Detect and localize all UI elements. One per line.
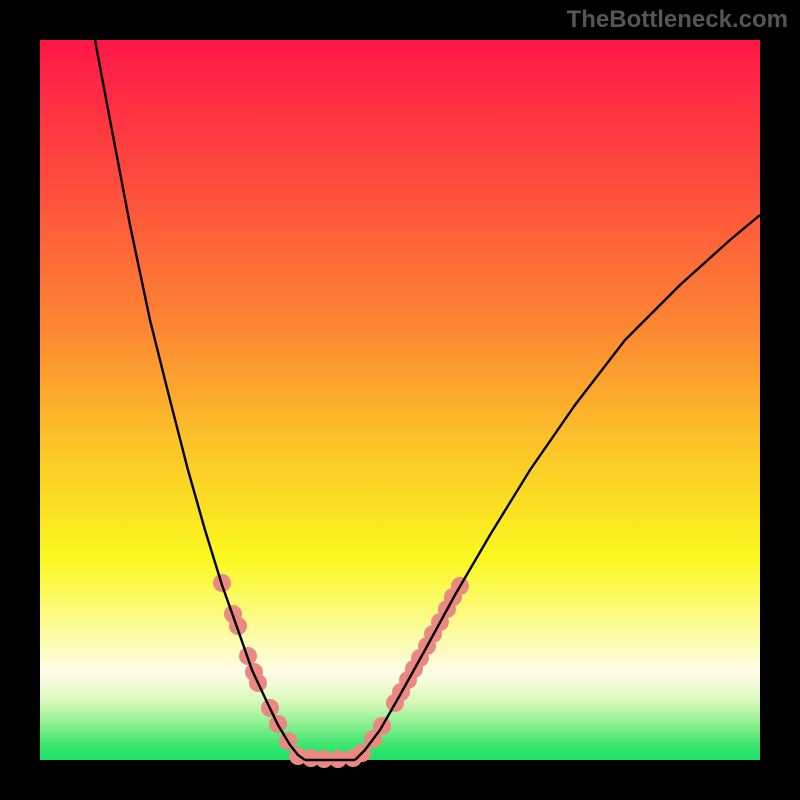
chart-canvas: TheBottleneck.com xyxy=(0,0,800,800)
plot-background xyxy=(40,40,760,760)
chart-svg xyxy=(0,0,800,800)
watermark-text: TheBottleneck.com xyxy=(567,6,788,34)
